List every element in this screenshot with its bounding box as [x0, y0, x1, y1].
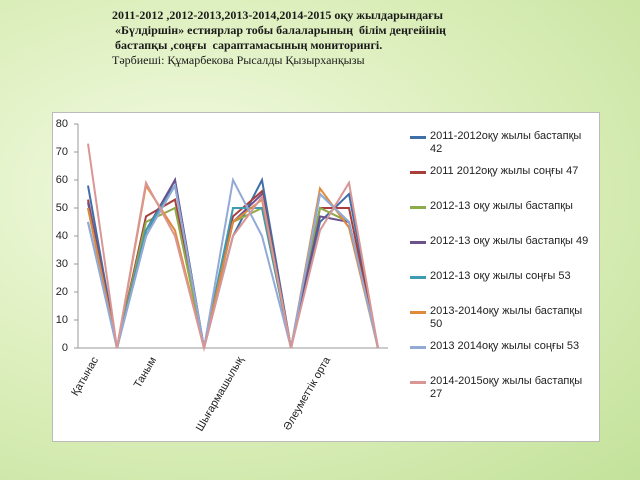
title-line: «Бүлдіршін» естиярлар тобы балаларының б…	[112, 23, 446, 37]
y-tick-label: 70	[56, 146, 68, 158]
legend-swatch	[410, 136, 426, 139]
header: 2011-2012 ,2012-2013,2013-2014,2014-2015…	[112, 8, 446, 68]
legend-item: 2013 2014оқу жылы соңғы 53	[410, 340, 592, 375]
legend-item: 2011 2012оқу жылы соңғы 47	[410, 165, 592, 200]
legend-label: 2014-2015оқу жылы бастапқы 27	[430, 375, 583, 400]
legend-swatch	[410, 171, 426, 174]
legend-swatch	[410, 346, 426, 349]
legend-label: 2011 2012оқу жылы соңғы 47	[430, 165, 579, 177]
title-line: бастапқы ,соңғы сараптамасының мониторин…	[112, 38, 383, 52]
legend-swatch	[410, 311, 426, 314]
y-tick-label: 10	[56, 314, 68, 326]
x-tick-label: Шығармашылық	[194, 355, 246, 434]
legend-label: 2012-13 оқу жылы бастапқы 49	[430, 235, 589, 247]
title-line: 2011-2012 ,2012-2013,2013-2014,2014-2015…	[112, 8, 443, 22]
legend-swatch	[410, 276, 426, 279]
chart-box	[52, 112, 600, 442]
legend-swatch	[410, 381, 426, 384]
legend: 2011-2012оқу жылы бастапқы 42 2011 2012оқ…	[410, 130, 592, 410]
y-tick-label: 20	[56, 286, 68, 298]
legend-label: 2012-13 оқу жылы соңғы 53	[430, 270, 571, 282]
legend-label: 2013 2014оқу жылы соңғы 53	[430, 340, 580, 352]
legend-item: 2012-13 оқу жылы бастапқы 49	[410, 235, 592, 270]
legend-item: 2012-13 оқу жылы бастапқы	[410, 200, 592, 235]
y-tick-label: 0	[62, 342, 68, 354]
legend-item: 2011-2012оқу жылы бастапқы 42	[410, 130, 592, 165]
legend-label: 2013-2014оқу жылы бастапқы 50	[430, 305, 583, 330]
y-tick-label: 50	[56, 202, 68, 214]
x-tick-label: Таным	[132, 355, 159, 390]
author-line: Тәрбиеші: Құмарбекова Рысалды Қызырханқы…	[112, 53, 365, 67]
legend-item: 2014-2015оқу жылы бастапқы 27	[410, 375, 592, 410]
legend-swatch	[410, 241, 426, 244]
y-tick-label: 60	[56, 174, 68, 186]
legend-item: 2012-13 оқу жылы соңғы 53	[410, 270, 592, 305]
y-tick-label: 40	[56, 230, 68, 242]
y-tick-label: 80	[56, 118, 68, 130]
legend-item: 2013-2014оқу жылы бастапқы 50	[410, 305, 592, 340]
series-line	[87, 143, 379, 352]
legend-label: 2011-2012оқу жылы бастапқы 42	[430, 130, 582, 155]
legend-label: 2012-13 оқу жылы бастапқы	[430, 200, 573, 212]
series-line	[87, 176, 379, 349]
x-tick-label: Әлеуметтік орта	[281, 354, 333, 432]
x-tick-label: Қатынас	[69, 355, 101, 399]
y-tick-label: 30	[56, 258, 68, 270]
legend-swatch	[410, 206, 426, 209]
